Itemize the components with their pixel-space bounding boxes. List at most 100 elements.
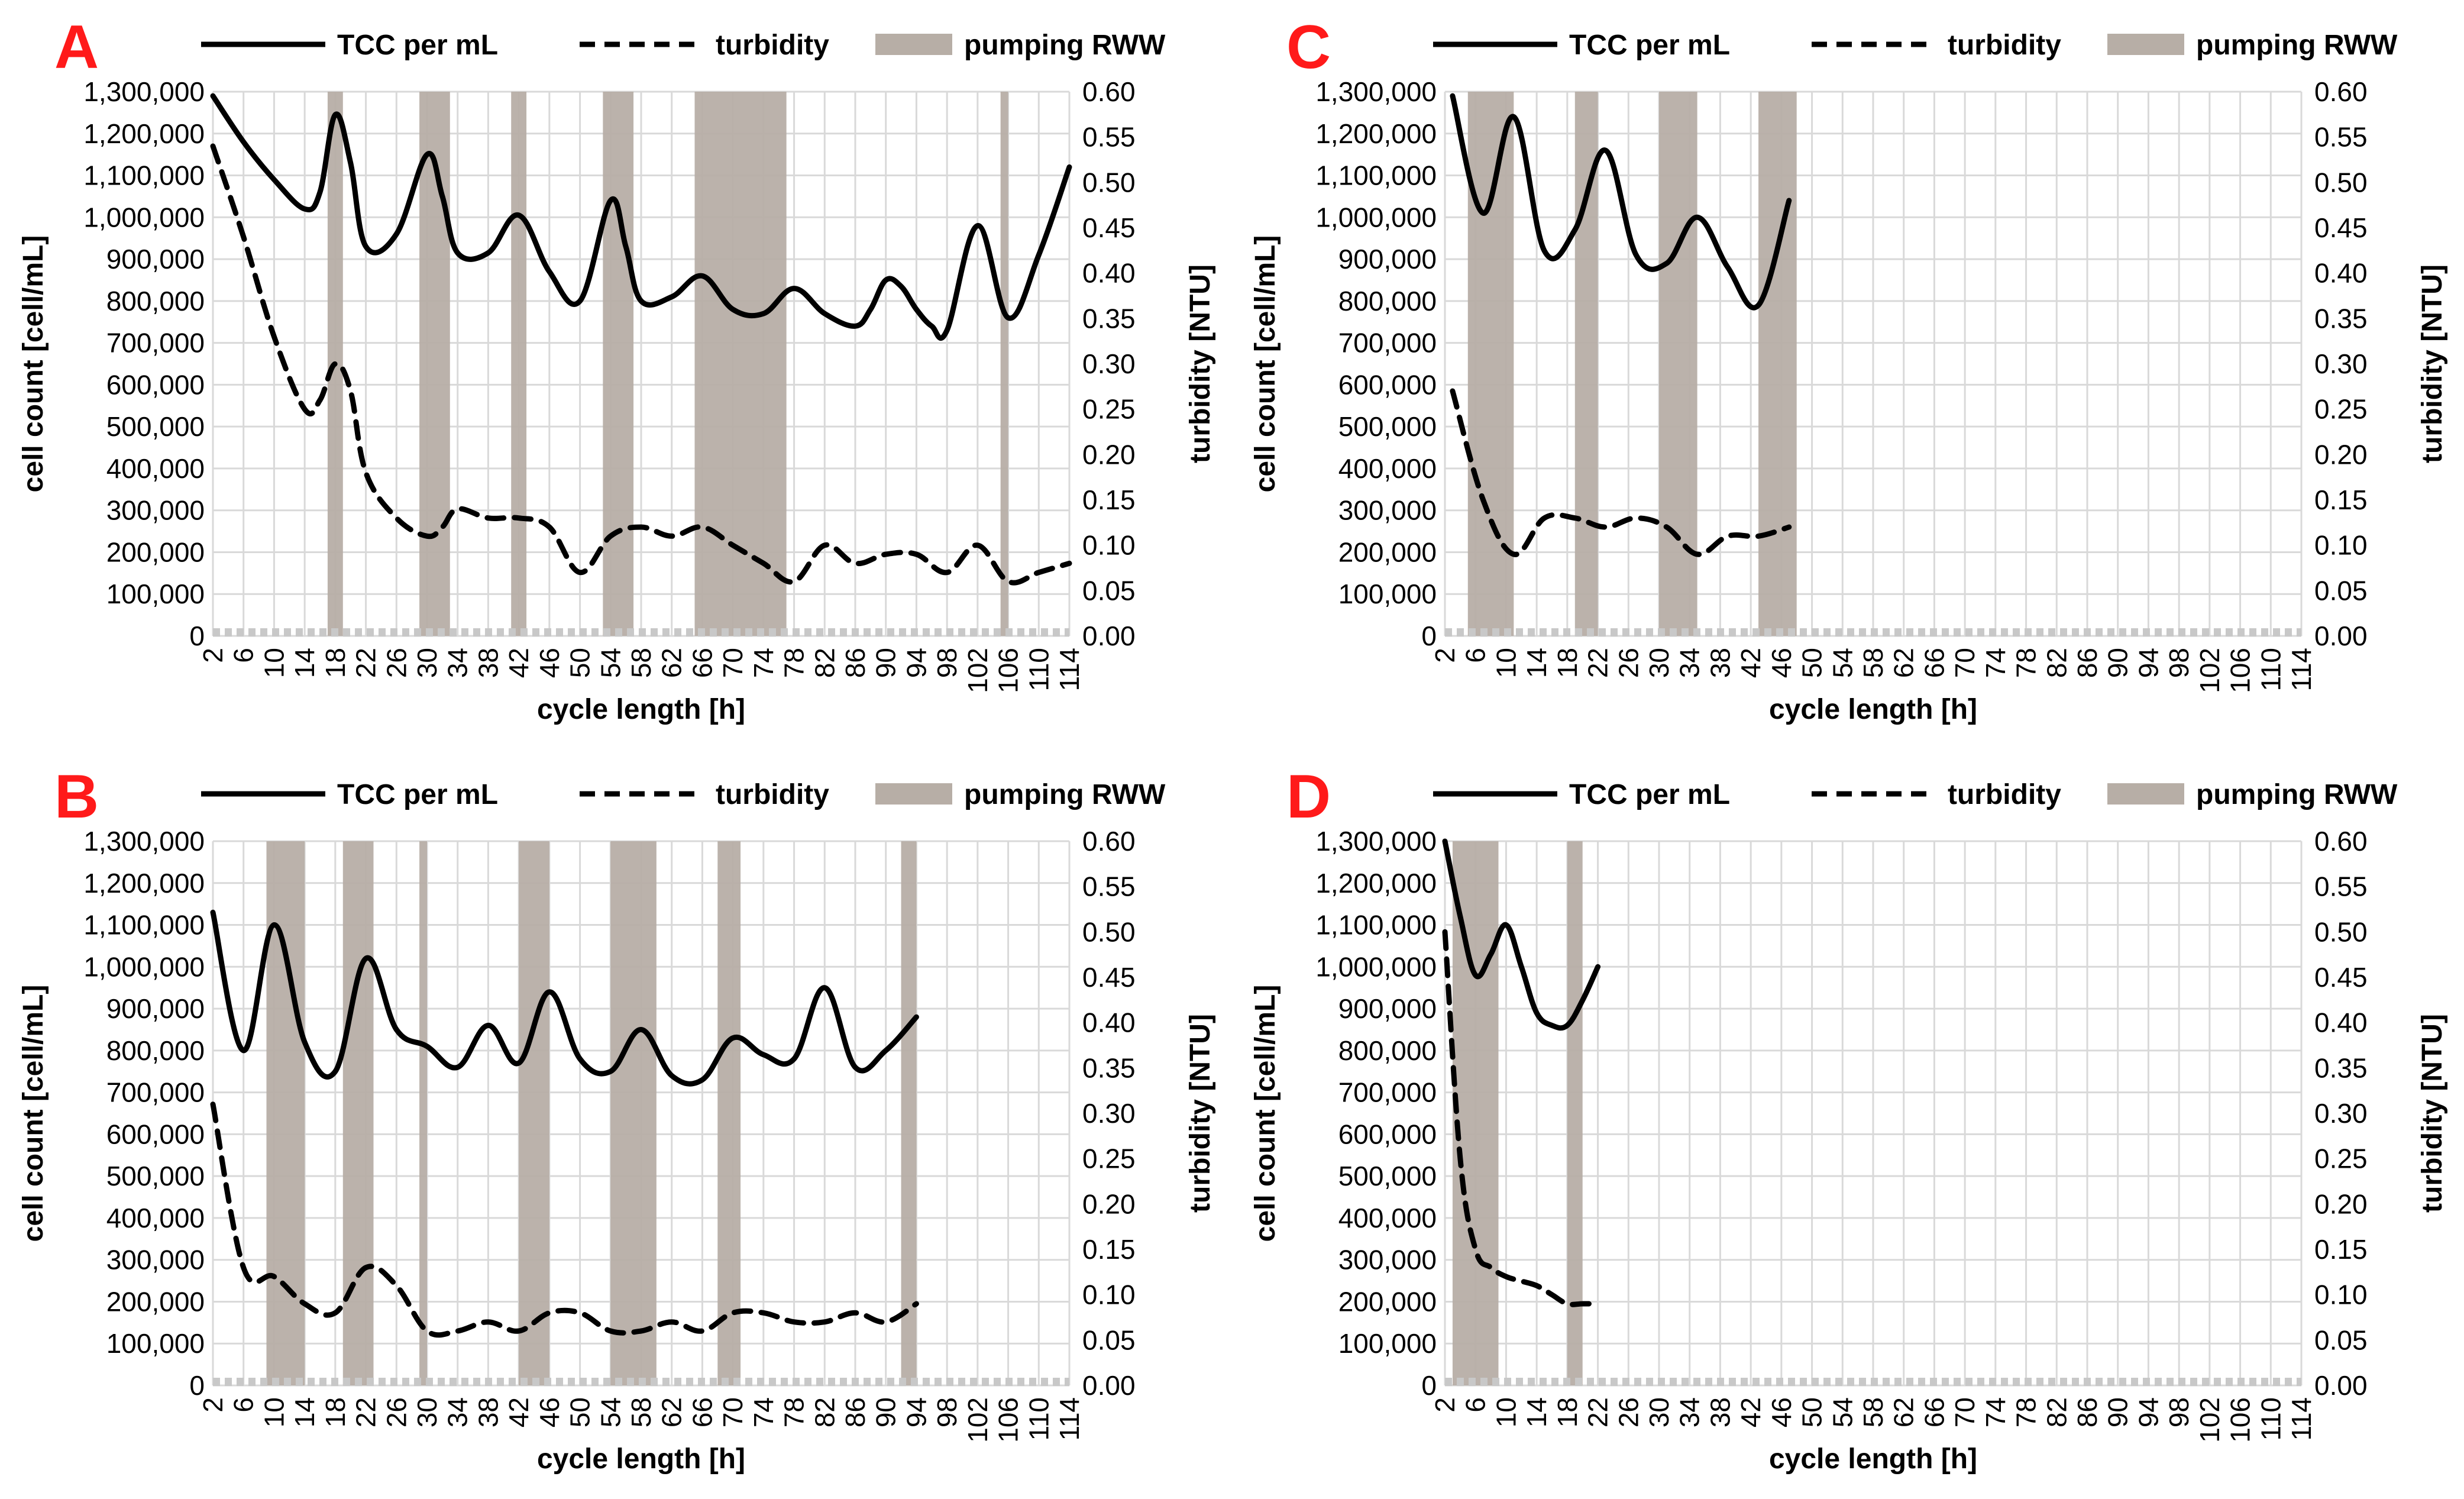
- legend-label: turbidity: [1948, 30, 2061, 61]
- x-tick-label: 30: [412, 1397, 442, 1427]
- x-tick-label: 78: [2011, 1397, 2042, 1427]
- legend: TCC per mL turbidity pumping RWW: [1433, 30, 2398, 61]
- series-line-turbidity: [1442, 929, 1601, 1307]
- chart-panel-a: A TCC per mL turbidity pumping RWW 0 100,000 2…: [18, 13, 1216, 725]
- pumping-bands: [1452, 841, 1583, 1385]
- x-tick-label: 34: [1674, 1397, 1705, 1427]
- x-tick-label: 50: [565, 1397, 596, 1427]
- y2-tick-label: 0.00: [1082, 621, 1136, 651]
- y2-tick-label: 0.15: [1082, 1234, 1136, 1265]
- y-tick-label: 400,000: [1338, 453, 1437, 484]
- y-axis-title: cell count [cell/mL]: [1250, 235, 1281, 493]
- chart-panel-c: C TCC per mL turbidity pumping RWW 0 100,000 2…: [1250, 13, 2448, 725]
- x-tick-label: 54: [1827, 648, 1858, 678]
- x-tick-label: 6: [228, 648, 259, 663]
- y2-tick-label: 0.55: [1082, 122, 1136, 153]
- pumping-band: [511, 92, 527, 636]
- x-tick-label: 38: [473, 1397, 503, 1427]
- y2-tick-label: 0.10: [2314, 1280, 2368, 1310]
- chart-panel-d: D TCC per mL turbidity pumping RWW 0 100,000 2…: [1250, 763, 2448, 1475]
- y-tick-label: 1,100,000: [1315, 160, 1437, 191]
- legend-label: TCC per mL: [337, 779, 498, 810]
- x-tick-label: 10: [1490, 648, 1521, 678]
- pumping-band: [1758, 92, 1797, 636]
- y2-tick-label: 0.55: [2314, 122, 2368, 153]
- pumping-band: [1567, 841, 1583, 1385]
- x-tick-label: 30: [1644, 648, 1674, 678]
- x-tick-label: 10: [258, 1397, 289, 1427]
- x-tick-label: 98: [932, 648, 962, 678]
- y-tick-label: 800,000: [106, 1035, 205, 1066]
- y-tick-label: 100,000: [106, 579, 205, 609]
- y2-tick-label: 0.60: [2314, 76, 2368, 107]
- x-tick-label: 86: [2072, 648, 2103, 678]
- x-tick-label: 10: [258, 648, 289, 678]
- x-tick-label: 38: [473, 648, 503, 678]
- y-tick-label: 900,000: [1338, 993, 1437, 1024]
- legend-swatch-band: [2107, 783, 2184, 805]
- x-axis-title: cycle length [h]: [1769, 694, 1977, 725]
- y2-tick-label: 0.10: [2314, 530, 2368, 561]
- x-tick-label: 98: [2164, 648, 2194, 678]
- pumping-band: [1574, 92, 1598, 636]
- x-axis-title: cycle length [h]: [537, 694, 745, 725]
- x-tick-label: 22: [1583, 648, 1613, 678]
- x-tick-label: 114: [2286, 648, 2317, 691]
- x-tick-label: 54: [595, 1397, 626, 1427]
- legend: TCC per mL turbidity pumping RWW: [201, 30, 1166, 61]
- y2-tick-label: 0.05: [2314, 1324, 2368, 1355]
- x-tick-label: 66: [1919, 648, 1949, 678]
- y-tick-label: 1,300,000: [83, 826, 205, 857]
- y-tick-label: 1,300,000: [83, 76, 205, 107]
- pumping-bands: [327, 92, 1008, 636]
- x-tick-label: 106: [993, 648, 1024, 693]
- y2-tick-label: 0.50: [1082, 167, 1136, 198]
- y2-axis-title: turbidity [NTU]: [1185, 264, 1216, 463]
- y2-tick-label: 0.30: [2314, 348, 2368, 379]
- panel-label: D: [1286, 763, 1331, 831]
- y-tick-label: 200,000: [1338, 1286, 1437, 1317]
- x-tick-label: 30: [412, 648, 442, 678]
- y-tick-label: 900,000: [1338, 244, 1437, 274]
- panel-label: B: [54, 763, 99, 831]
- y-tick-label: 400,000: [1338, 1203, 1437, 1233]
- y-tick-label: 700,000: [1338, 328, 1437, 358]
- y-tick-label: 600,000: [1338, 1119, 1437, 1149]
- pumping-band: [1452, 841, 1499, 1385]
- x-tick-label: 18: [320, 648, 351, 678]
- legend-swatch-band: [875, 783, 952, 805]
- y-tick-label: 1,100,000: [1315, 910, 1437, 941]
- series-line-turbidity: [1450, 388, 1792, 557]
- legend: TCC per mL turbidity pumping RWW: [1433, 779, 2398, 810]
- x-tick-label: 114: [2286, 1397, 2317, 1440]
- x-tick-label: 34: [442, 648, 473, 678]
- y-tick-label: 1,000,000: [1315, 951, 1437, 982]
- x-tick-label: 62: [657, 1397, 687, 1427]
- x-tick-label: 30: [1644, 1397, 1674, 1427]
- y-axis-title: cell count [cell/mL]: [18, 235, 49, 493]
- x-tick-label: 102: [2194, 1397, 2225, 1443]
- x-tick-label: 58: [1858, 1397, 1889, 1427]
- y-tick-label: 200,000: [1338, 537, 1437, 567]
- y-tick-label: 900,000: [106, 993, 205, 1024]
- x-axis-title: cycle length [h]: [537, 1443, 745, 1475]
- y2-tick-label: 0.40: [2314, 1007, 2368, 1038]
- series-line-tcc: [1450, 93, 1792, 311]
- y2-tick-label: 0.45: [2314, 962, 2368, 993]
- y-tick-label: 600,000: [106, 1119, 205, 1149]
- y-tick-label: 1,000,000: [1315, 202, 1437, 232]
- x-tick-label: 54: [1827, 1397, 1858, 1427]
- y2-tick-label: 0.30: [1082, 348, 1136, 379]
- x-tick-label: 62: [1889, 648, 1919, 678]
- x-tick-label: 6: [1460, 648, 1491, 663]
- legend-label: turbidity: [716, 30, 829, 61]
- x-tick-label: 102: [2194, 648, 2225, 693]
- legend-label: pumping RWW: [964, 779, 1166, 810]
- y-tick-label: 500,000: [106, 411, 205, 442]
- pumping-band: [610, 841, 657, 1385]
- series-line-turbidity: [210, 1101, 919, 1338]
- x-tick-label: 42: [503, 648, 534, 678]
- y-tick-label: 800,000: [1338, 1035, 1437, 1066]
- legend-label: turbidity: [716, 779, 829, 810]
